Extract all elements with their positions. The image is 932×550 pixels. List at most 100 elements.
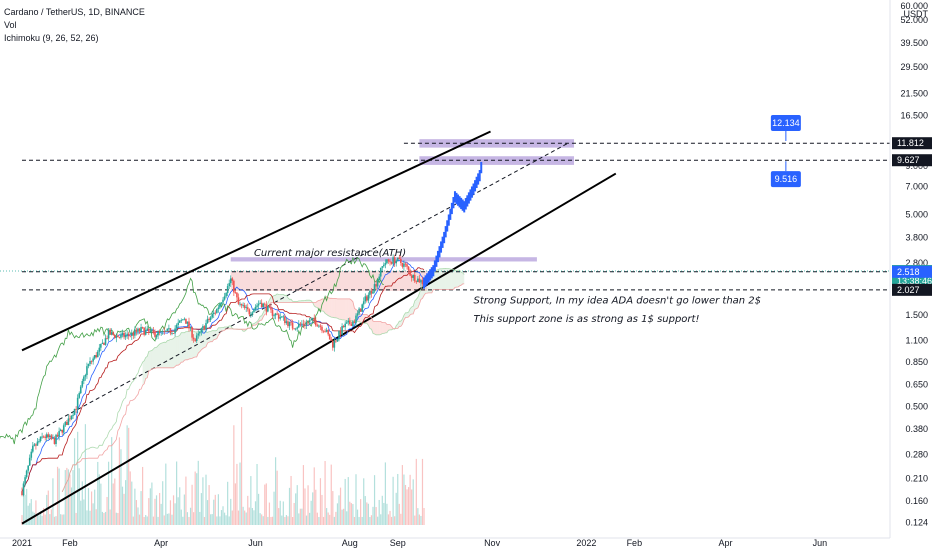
cloud-segment: [181, 332, 183, 363]
candle: [355, 313, 357, 327]
annotation-text-3[interactable]: This support zone is as strong as 1$ sup…: [474, 314, 700, 325]
ath-resistance-rect[interactable]: [230, 257, 537, 262]
volume-bar: [223, 512, 226, 525]
volume-bar: [373, 475, 376, 525]
candle: [95, 352, 98, 359]
cloud-segment: [456, 270, 459, 288]
volume-bar: [248, 507, 250, 525]
volume-bar: [421, 458, 424, 525]
candle: [214, 310, 217, 316]
candle: [332, 340, 334, 351]
volume-bar: [310, 500, 312, 525]
volume-bar: [163, 515, 165, 525]
volume-indicator-label[interactable]: Vol: [4, 20, 17, 30]
candle: [393, 254, 396, 267]
candle: [72, 411, 74, 419]
cloud-segment: [385, 322, 387, 333]
volume-bar: [104, 511, 107, 525]
cloud-segment: [289, 299, 292, 303]
cloud-segment: [164, 342, 166, 368]
candle: [285, 317, 288, 325]
candle: [188, 317, 190, 332]
volume-bar: [259, 513, 261, 525]
volume-bar: [332, 491, 334, 525]
volume-bar: [135, 500, 138, 525]
cloud-segment: [154, 347, 157, 369]
cloud-segment: [373, 321, 375, 335]
candle: [268, 303, 271, 309]
volume-bar: [271, 516, 274, 525]
candle: [28, 454, 31, 467]
cloud-segment: [431, 274, 434, 293]
volume-bar: [254, 501, 257, 525]
y-tick-label: 0.650: [905, 379, 928, 389]
candle: [398, 255, 401, 260]
cloud-segment: [334, 298, 336, 318]
callouts-layer: 12.134 9.516: [770, 114, 801, 188]
cloud-segment: [380, 321, 383, 335]
y-tick-label: 29.500: [900, 62, 928, 72]
candle: [149, 330, 152, 333]
x-tick-label: Apr: [154, 538, 168, 548]
candle: [328, 333, 331, 340]
volume-bar: [160, 503, 162, 525]
volume-bar: [197, 460, 199, 525]
volume-bar: [347, 477, 349, 525]
channel-upper-line[interactable]: [21, 130, 491, 352]
annotation-text-1[interactable]: Current major resistance(ATH): [254, 248, 406, 259]
cloud-segment: [142, 360, 145, 386]
volume-bar: [126, 425, 128, 525]
candle: [172, 333, 175, 335]
candle: [98, 343, 101, 356]
candle: [250, 311, 252, 318]
cloud-segment: [388, 324, 391, 331]
volume-bar: [174, 503, 176, 525]
candle: [237, 293, 240, 306]
volume-bar: [367, 503, 369, 525]
candle: [144, 326, 147, 336]
cloud-segment: [306, 300, 309, 303]
candle: [280, 316, 283, 318]
candle: [366, 294, 368, 303]
volume-bar: [257, 493, 260, 525]
candle: [79, 385, 82, 395]
volume-bar: [185, 476, 187, 525]
candle: [124, 332, 127, 341]
cloud-segment: [382, 322, 384, 334]
candle: [358, 307, 360, 315]
candle: [169, 328, 172, 336]
volume-bar: [166, 513, 168, 525]
callout-below[interactable]: 9.516: [770, 161, 801, 188]
ichimoku-indicator-label[interactable]: Ichimoku (9, 26, 52, 26): [4, 33, 99, 43]
top-zone-2-rect[interactable]: [419, 156, 575, 165]
volume-bar: [344, 478, 346, 525]
candle: [383, 262, 385, 268]
callout-above[interactable]: 12.134: [770, 114, 801, 141]
volume-bar: [101, 511, 104, 525]
y-tick-label: 0.380: [905, 424, 928, 434]
volume-bar: [228, 516, 230, 525]
volume-bar: [98, 474, 100, 525]
cloud-segment: [374, 321, 377, 335]
candle: [223, 292, 226, 301]
time-axis[interactable]: 2021 Feb Apr Jun Aug Sep Nov 2022 Feb Apr Jun: [0, 537, 890, 548]
candle: [242, 302, 244, 308]
annotation-text-2[interactable]: Strong Support, In my idea ADA doesn't g…: [474, 295, 762, 306]
candle: [228, 279, 231, 289]
channel-mid-line[interactable]: [21, 142, 569, 441]
volume-bar: [377, 516, 379, 525]
support-zone-rect[interactable]: [230, 270, 428, 291]
cloud-segment: [383, 322, 386, 334]
volume-bar: [309, 512, 311, 525]
volume-bar: [92, 503, 94, 525]
y-tick-label: 1.500: [905, 310, 928, 320]
cloud-segment: [190, 331, 193, 359]
volume-bar: [276, 470, 278, 525]
channel-lower-line[interactable]: [21, 172, 617, 525]
volume-bar: [186, 512, 189, 525]
cloud-segment: [349, 298, 352, 321]
volume-bar: [233, 425, 235, 525]
symbol-title[interactable]: Cardano / TetherUS, 1D, BINANCE: [4, 7, 145, 17]
y-tick-label: 0.160: [905, 496, 928, 506]
